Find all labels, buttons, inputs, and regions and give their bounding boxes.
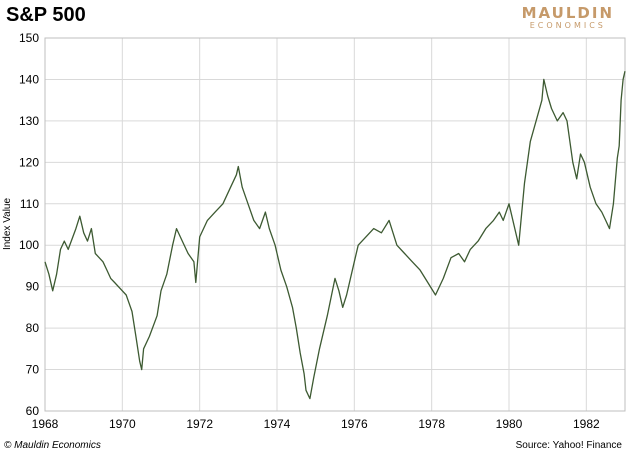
copyright-text: © Mauldin Economics (4, 440, 101, 451)
y-tick-label: 60 (26, 404, 40, 418)
x-axis-ticks: 1968 1970 1972 1974 1976 1978 1980 1982 (32, 417, 600, 431)
x-tick-label: 1974 (264, 417, 291, 431)
y-tick-label: 70 (26, 363, 40, 377)
y-axis-ticks: 60 70 80 90 100 110 120 130 140 150 (19, 31, 39, 418)
logo-sub-text: ECONOMICS (529, 21, 606, 30)
plot-area-border (44, 37, 626, 412)
y-tick-label: 130 (19, 114, 39, 128)
y-tick-label: 80 (26, 321, 40, 335)
x-tick-label: 1970 (109, 417, 136, 431)
y-tick-label: 90 (26, 280, 40, 294)
y-tick-label: 110 (20, 197, 39, 211)
x-tick-label: 1982 (573, 417, 600, 431)
x-tick-label: 1978 (418, 417, 445, 431)
x-tick-label: 1968 (32, 417, 59, 431)
x-tick-label: 1972 (186, 417, 213, 431)
mauldin-economics-logo: MAULDIN ECONOMICS (522, 6, 614, 31)
gridlines (44, 37, 625, 412)
x-tick-label: 1976 (341, 417, 368, 431)
y-tick-label: 100 (19, 238, 39, 252)
sp500-series-line (44, 71, 626, 400)
y-tick-label: 120 (19, 155, 39, 169)
logo-main-text: MAULDIN (521, 4, 614, 22)
y-tick-label: 140 (19, 72, 39, 86)
x-tick-label: 1980 (496, 417, 523, 431)
y-axis-label: Index Value (2, 198, 13, 251)
chart-title: S&P 500 (6, 4, 86, 26)
y-tick-label: 150 (19, 31, 39, 45)
source-text: Source: Yahoo! Finance (515, 440, 622, 451)
